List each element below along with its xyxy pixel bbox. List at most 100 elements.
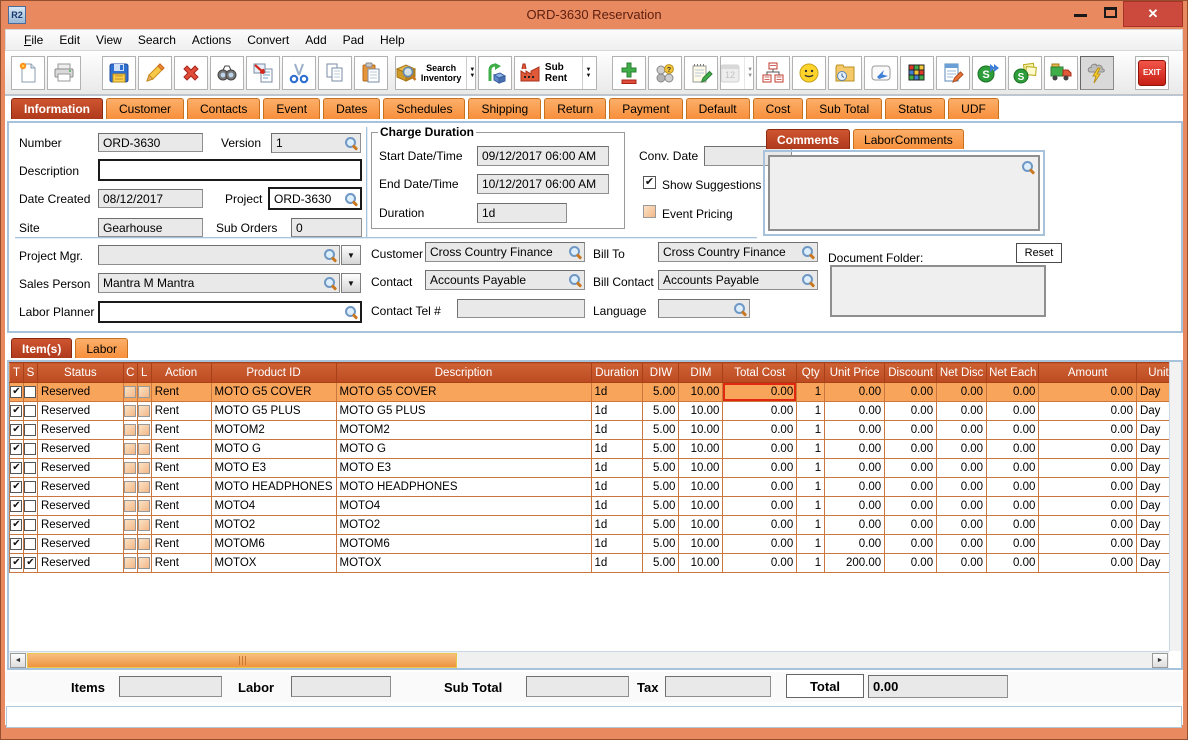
minimize-icon[interactable]	[1074, 14, 1087, 17]
cell-total-cost[interactable]: 0.00	[722, 534, 798, 554]
transfer-button[interactable]	[246, 55, 281, 90]
col-header-status[interactable]: Status	[36, 362, 124, 383]
cell-l[interactable]	[136, 382, 152, 402]
menu-item-file[interactable]: File	[24, 33, 44, 47]
cell-description[interactable]: MOTOX	[335, 553, 592, 573]
col-header-net-each[interactable]: Net Each	[986, 362, 1040, 383]
show-suggestions-checkbox[interactable]	[643, 176, 656, 189]
tab-dates[interactable]: Dates	[323, 98, 381, 119]
cell-action[interactable]: Rent	[150, 515, 212, 535]
cell-dim[interactable]: 10.00	[678, 420, 724, 440]
cell-l[interactable]	[136, 553, 152, 573]
c-checkbox[interactable]	[124, 518, 137, 531]
search-inventory-button[interactable]: Search Inventory ▼ ▼	[395, 55, 477, 90]
paste-button[interactable]	[354, 55, 389, 90]
cell-diw[interactable]: 5.00	[642, 439, 680, 459]
lightning-button[interactable]	[1079, 55, 1114, 90]
cell-dim[interactable]: 10.00	[678, 477, 724, 497]
tab-contacts[interactable]: Contacts	[187, 98, 261, 119]
delete-button[interactable]	[174, 55, 209, 90]
cell-qty[interactable]: 1	[796, 515, 826, 535]
tab-information[interactable]: Information	[11, 98, 103, 119]
cell-description[interactable]: MOTO G	[335, 439, 592, 459]
cell-description[interactable]: MOTOM2	[335, 420, 592, 440]
cell-net-each[interactable]: 0.00	[986, 477, 1040, 497]
cell-discount[interactable]: 0.00	[884, 401, 938, 421]
project-mgr-field[interactable]	[98, 245, 340, 265]
l-checkbox[interactable]	[138, 556, 151, 569]
tab-item-s-[interactable]: Item(s)	[11, 338, 73, 358]
cell-product-id[interactable]: MOTO G5 COVER	[210, 382, 337, 402]
search-icon[interactable]	[568, 245, 582, 259]
t-checkbox[interactable]	[10, 499, 23, 512]
cell-total-cost[interactable]: 0.00	[722, 458, 798, 478]
t-checkbox[interactable]	[10, 480, 23, 493]
cell-s[interactable]	[22, 477, 38, 497]
search-inventory-dropdown-icon[interactable]: ▼ ▼	[466, 56, 477, 89]
menu-item-help[interactable]: Help	[379, 33, 405, 47]
cell-amount[interactable]: 0.00	[1038, 534, 1137, 554]
cell-dim[interactable]: 10.00	[678, 515, 724, 535]
cell-net-disc[interactable]: 0.00	[936, 382, 988, 402]
cell-qty[interactable]: 1	[796, 534, 826, 554]
col-header-net-disc[interactable]: Net Disc	[936, 362, 988, 383]
cell-s[interactable]	[22, 458, 38, 478]
c-checkbox[interactable]	[124, 385, 137, 398]
cell-amount[interactable]: 0.00	[1038, 420, 1137, 440]
cell-description[interactable]: MOTO4	[335, 496, 592, 516]
cell-net-each[interactable]: 0.00	[986, 553, 1040, 573]
cell-s[interactable]	[22, 553, 38, 573]
cell-net-each[interactable]: 0.00	[986, 382, 1040, 402]
col-header-c[interactable]: C	[122, 362, 138, 383]
s-checkbox[interactable]	[24, 461, 37, 474]
cell-total-cost[interactable]: 0.00	[722, 515, 798, 535]
language-field[interactable]	[658, 299, 750, 318]
cell-total-cost[interactable]: 0.00	[722, 439, 798, 459]
cell-amount[interactable]: 0.00	[1038, 515, 1137, 535]
cell-action[interactable]: Rent	[150, 477, 212, 497]
cell-unit-price[interactable]: 0.00	[824, 496, 886, 516]
cell-duration[interactable]: 1d	[590, 477, 644, 497]
table-row[interactable]: ReservedRentMOTOXMOTOX1d5.0010.000.00120…	[9, 553, 1181, 573]
start-datetime-field[interactable]: 09/12/2017 06:00 AM	[477, 146, 609, 166]
c-checkbox[interactable]	[124, 423, 137, 436]
cell-l[interactable]	[136, 420, 152, 440]
col-header-dim[interactable]: DIM	[678, 362, 724, 383]
cell-description[interactable]: MOTO HEADPHONES	[335, 477, 592, 497]
table-row[interactable]: ReservedRentMOTOM2MOTOM21d5.0010.000.001…	[9, 420, 1181, 440]
cell-status[interactable]: Reserved	[36, 553, 124, 573]
col-header-action[interactable]: Action	[150, 362, 212, 383]
cell-unit-price[interactable]: 200.00	[824, 553, 886, 573]
bill-to-field[interactable]: Cross Country Finance	[658, 242, 818, 262]
tab-return[interactable]: Return	[544, 98, 607, 119]
cell-net-disc[interactable]: 0.00	[936, 420, 988, 440]
search-icon[interactable]	[568, 273, 582, 287]
cell-t[interactable]	[9, 496, 24, 516]
col-header-total-cost[interactable]: Total Cost	[722, 362, 798, 383]
c-checkbox[interactable]	[124, 556, 137, 569]
col-header-s[interactable]: S	[22, 362, 38, 383]
cell-t[interactable]	[9, 401, 24, 421]
project-field[interactable]: ORD-3630	[268, 187, 362, 210]
cell-l[interactable]	[136, 458, 152, 478]
tab-default[interactable]: Default	[685, 98, 750, 119]
cell-net-each[interactable]: 0.00	[986, 439, 1040, 459]
cell-action[interactable]: Rent	[150, 439, 212, 459]
cell-total-cost[interactable]: 0.00	[722, 382, 798, 402]
cell-status[interactable]: Reserved	[36, 477, 124, 497]
print-button[interactable]	[47, 55, 81, 90]
cell-amount[interactable]: 0.00	[1038, 496, 1137, 516]
menu-item-view[interactable]: View	[96, 33, 122, 47]
s-checkbox[interactable]	[24, 385, 37, 398]
cell-amount[interactable]: 0.00	[1038, 553, 1137, 573]
cell-total-cost[interactable]: 0.00	[722, 496, 798, 516]
cell-amount[interactable]: 0.00	[1038, 401, 1137, 421]
new-document-button[interactable]	[11, 55, 45, 90]
cut-button[interactable]	[282, 55, 317, 90]
c-checkbox[interactable]	[124, 480, 137, 493]
tab-schedules[interactable]: Schedules	[383, 98, 466, 119]
edit-button[interactable]	[138, 55, 173, 90]
col-header-amount[interactable]: Amount	[1038, 362, 1137, 383]
scroll-left-icon[interactable]: ◄	[10, 653, 26, 668]
